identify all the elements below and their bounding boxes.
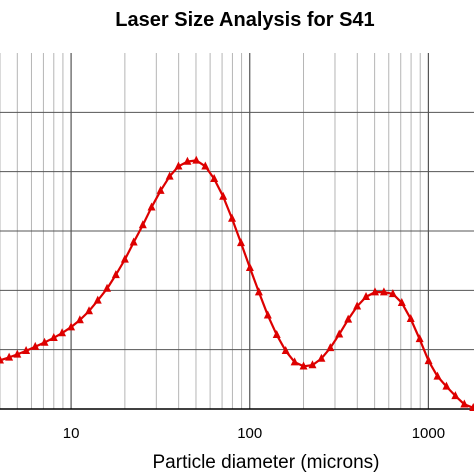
- data-point: [5, 352, 14, 361]
- data-point: [13, 349, 22, 358]
- x-tick-label: 1000: [412, 425, 445, 442]
- data-point: [245, 262, 254, 271]
- data-point: [22, 346, 31, 355]
- data-point: [344, 314, 353, 323]
- data-point: [406, 314, 415, 323]
- data-point: [424, 356, 433, 365]
- data-point: [299, 361, 308, 370]
- data-point: [460, 399, 469, 408]
- data-point: [31, 341, 40, 350]
- data-point: [183, 156, 192, 165]
- x-axis-label: Particle diameter (microns): [153, 452, 380, 473]
- data-point: [326, 343, 335, 352]
- data-point: [138, 220, 147, 229]
- data-point: [433, 371, 442, 380]
- data-point: [49, 333, 58, 341]
- x-tick-labels: 10 100 1000: [63, 425, 445, 442]
- data-point: [228, 213, 237, 222]
- data-point: [442, 381, 451, 390]
- data-point: [219, 191, 228, 200]
- data-point: [281, 346, 290, 355]
- data-point: [272, 330, 281, 339]
- data-point: [236, 238, 245, 247]
- data-point: [362, 292, 371, 301]
- chart-title: Laser Size Analysis for S41: [115, 9, 374, 31]
- data-point: [353, 301, 362, 310]
- data-series: [0, 155, 474, 412]
- data-point: [263, 310, 272, 319]
- data-point: [85, 306, 94, 315]
- data-point: [397, 297, 406, 306]
- data-point: [379, 287, 388, 296]
- data-point: [111, 270, 120, 279]
- data-point: [201, 161, 210, 170]
- data-point: [317, 353, 326, 362]
- grid-lines: [0, 53, 474, 409]
- data-point: [67, 322, 76, 331]
- data-point: [120, 254, 129, 263]
- data-point: [469, 403, 474, 412]
- data-point: [192, 155, 201, 164]
- x-tick-label: 10: [63, 425, 80, 442]
- data-point: [0, 355, 4, 364]
- data-point: [451, 391, 460, 400]
- data-point: [370, 287, 379, 296]
- data-point: [308, 360, 317, 369]
- data-point: [174, 161, 183, 170]
- data-point: [93, 295, 102, 304]
- data-point: [156, 185, 165, 194]
- data-point: [58, 328, 67, 337]
- data-point: [103, 283, 112, 292]
- data-point: [165, 171, 174, 180]
- data-point: [415, 334, 424, 343]
- data-point: [388, 289, 397, 298]
- data-point: [75, 315, 84, 324]
- x-tick-label: 100: [237, 425, 262, 442]
- data-point: [290, 357, 299, 366]
- data-point: [147, 202, 156, 211]
- data-point: [40, 337, 49, 346]
- data-point: [254, 287, 263, 296]
- data-point: [129, 237, 138, 246]
- data-point: [335, 329, 344, 338]
- data-point: [210, 173, 219, 182]
